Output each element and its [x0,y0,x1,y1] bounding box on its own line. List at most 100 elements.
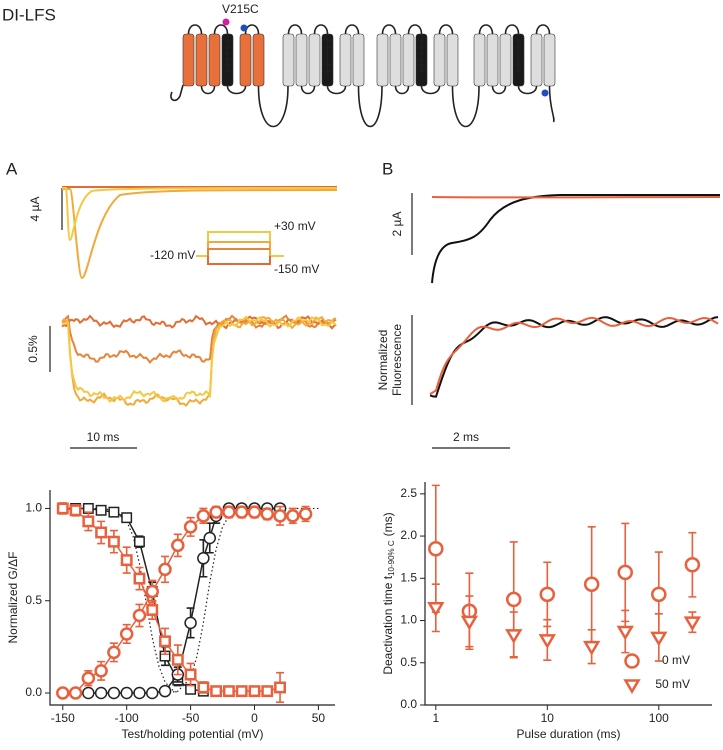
y-tick-label: 0.5 [25,593,42,607]
marker [286,509,300,523]
y-tick-label: 1.0 [25,501,42,515]
marker [505,629,523,644]
scale-label: 4 µA [28,197,42,222]
charge: + [224,58,231,72]
axis-label: Fluorescence [390,324,404,396]
marker [120,554,133,567]
y-tick-label: 1.5 [400,570,417,584]
marker [134,536,145,548]
mutation-label: V215C [222,2,259,16]
marker [235,685,248,698]
helix [195,33,208,87]
charge: + [324,52,331,66]
x-tick-label: 100 [649,711,669,725]
charts: -150 -100 -50 0 50 0.0 0.5 1.0 Test/holding pote… [6,482,712,741]
site-marker [222,18,230,26]
marker [197,681,210,694]
helix [433,33,446,87]
y-tick-label: 2.0 [400,528,417,542]
marker [119,627,134,641]
marker [94,686,108,700]
charge: + [418,34,425,48]
marker [538,634,556,649]
protocol-label: -150 mV [274,262,319,276]
marker [82,515,95,528]
marker [133,686,146,700]
charge: + [224,46,231,60]
charge: + [418,58,425,72]
scale-label: 2 µA [390,212,404,237]
helix [473,33,486,87]
charge: + [324,58,331,72]
label-part: 10-90% C [387,540,396,576]
fluorescence-trace [429,316,719,398]
x-tick-label: 1 [432,711,439,725]
helix [389,33,402,87]
marker [273,509,287,523]
channel-diagram: ++++++++++++++++++++++++ [170,18,556,128]
marker [107,645,121,660]
label-part: (ms) [381,512,395,536]
y-tick-label: 2.5 [400,486,417,500]
helix [352,33,365,87]
scale-label: 2 ms [453,430,479,444]
marker [203,531,217,545]
marker [616,625,634,641]
fluorescence-trace [61,315,337,403]
y-tick-label: 1.0 [400,613,417,627]
panel-label: A [6,159,18,178]
x-tick-label: 0 [251,711,258,725]
marker [298,507,313,521]
figure-title: DI-LFS [2,5,56,24]
marker [171,653,184,666]
helix [376,33,389,87]
x-axis-label: Pulse duration (ms) [516,727,620,741]
marker [158,562,172,577]
marker [427,602,445,617]
helix [308,33,321,87]
y-axis-label: Deactivation time t10-90% C (ms) [381,512,396,674]
helix [252,33,265,87]
marker [146,604,159,616]
marker [209,505,223,519]
marker [583,576,600,592]
marker [210,685,223,698]
marker [171,538,185,553]
marker [132,608,147,623]
marker [582,640,601,656]
marker [650,631,668,647]
helix [282,33,295,87]
charge: + [418,40,425,54]
charge: + [418,64,425,78]
y-tick-label: 0.0 [400,697,417,711]
helix [182,33,195,87]
x-tick-label: 50 [312,711,326,725]
current-trace [62,187,338,242]
fluorescence-trace [61,315,337,408]
marker [684,557,701,573]
marker [247,505,262,519]
helix [530,33,543,87]
reference-curve [62,507,179,694]
helix [239,33,252,87]
protocol-label: +30 mV [274,219,316,233]
marker [222,505,236,519]
marker [108,506,120,518]
charge: + [324,64,331,78]
y-tick-label: 0.0 [25,685,42,699]
marker [183,520,198,534]
marker [184,668,197,681]
marker [197,552,210,565]
fluorescence-traces [429,316,719,398]
charge: + [515,34,522,48]
marker [120,686,133,700]
marker [222,685,235,698]
charge: + [515,52,522,66]
marker [651,586,667,603]
charge: + [515,58,522,72]
voltage-protocol [196,231,284,265]
x-tick-label: -100 [115,711,139,725]
x-tick-label: -50 [182,711,200,725]
